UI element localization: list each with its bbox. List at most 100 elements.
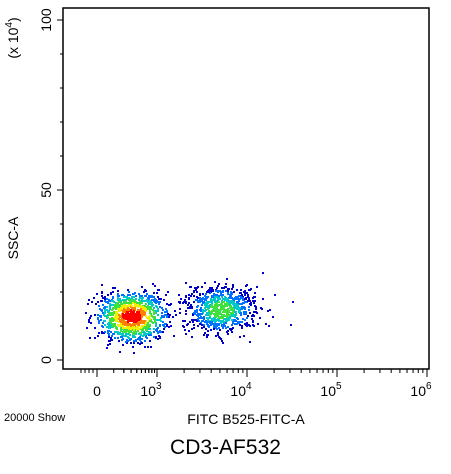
density-point: [144, 346, 146, 348]
density-point: [191, 293, 193, 295]
density-point: [179, 312, 181, 314]
density-point: [142, 335, 144, 337]
density-point: [225, 327, 227, 329]
density-point: [117, 333, 119, 335]
density-point: [214, 306, 216, 308]
density-point: [221, 314, 223, 316]
density-point: [225, 290, 227, 292]
plot-frame: [62, 7, 430, 370]
density-point: [187, 304, 189, 306]
density-point: [125, 333, 127, 335]
density-point: [222, 291, 224, 293]
density-point: [193, 324, 195, 326]
density-point: [104, 324, 106, 326]
density-point: [149, 315, 151, 317]
density-point: [108, 340, 110, 342]
density-point: [192, 314, 194, 316]
density-point: [87, 303, 89, 305]
density-point: [246, 292, 248, 294]
density-point: [133, 340, 135, 342]
density-point: [241, 321, 243, 323]
density-point: [133, 329, 135, 331]
density-points: [85, 272, 294, 354]
density-point: [252, 314, 254, 316]
density-point: [130, 309, 132, 311]
density-point: [166, 325, 168, 327]
density-point: [200, 310, 202, 312]
density-point: [226, 278, 228, 280]
density-point: [219, 329, 221, 331]
density-point: [255, 311, 257, 313]
density-point: [232, 312, 234, 314]
density-point: [226, 318, 228, 320]
density-point: [227, 288, 229, 290]
density-point: [148, 303, 150, 305]
density-point: [235, 311, 237, 313]
density-point: [201, 304, 203, 306]
density-point: [199, 301, 201, 303]
density-point: [116, 320, 118, 322]
density-point: [229, 295, 231, 297]
density-point: [108, 327, 110, 329]
density-point: [223, 301, 225, 303]
density-point: [141, 306, 143, 308]
density-point: [215, 313, 217, 315]
density-point: [124, 327, 126, 329]
density-point: [122, 316, 124, 318]
density-point: [232, 303, 234, 305]
density-point: [160, 331, 162, 333]
density-point: [261, 308, 263, 310]
density-point: [143, 314, 145, 316]
density-point: [141, 330, 143, 332]
density-point: [135, 298, 137, 300]
density-point: [246, 317, 248, 319]
density-point: [147, 325, 149, 327]
density-point: [143, 322, 145, 324]
density-point: [156, 292, 158, 294]
density-point: [137, 326, 139, 328]
density-point: [201, 327, 203, 329]
density-point: [157, 289, 159, 291]
density-point: [138, 299, 140, 301]
density-point: [106, 309, 108, 311]
density-point: [193, 295, 195, 297]
density-point: [200, 307, 202, 309]
density-point: [114, 337, 116, 339]
density-point: [135, 339, 137, 341]
density-point: [204, 298, 206, 300]
density-point: [238, 309, 240, 311]
density-point: [224, 299, 226, 301]
density-point: [222, 321, 224, 323]
density-point: [178, 301, 180, 303]
density-point: [102, 322, 104, 324]
density-point: [139, 303, 141, 305]
density-point: [145, 310, 147, 312]
density-point: [229, 301, 231, 303]
density-point: [120, 330, 122, 332]
density-point: [132, 346, 134, 348]
density-point: [257, 323, 259, 325]
density-point: [243, 306, 245, 308]
density-point: [163, 299, 165, 301]
density-point: [218, 323, 220, 325]
density-point: [234, 314, 236, 316]
density-point: [234, 316, 236, 318]
density-point: [252, 321, 254, 323]
density-point: [165, 294, 167, 296]
density-point: [140, 327, 142, 329]
density-point: [166, 303, 168, 305]
density-point: [217, 285, 219, 287]
density-point: [214, 301, 216, 303]
density-point: [248, 299, 250, 301]
density-point: [112, 291, 114, 293]
density-point: [103, 320, 105, 322]
density-point: [120, 323, 122, 325]
density-point: [107, 330, 109, 332]
density-point: [217, 314, 219, 316]
density-point: [151, 321, 153, 323]
density-point: [225, 283, 227, 285]
density-point: [204, 282, 206, 284]
density-point: [218, 317, 220, 319]
density-point: [148, 332, 150, 334]
outlier-point: [254, 296, 256, 298]
